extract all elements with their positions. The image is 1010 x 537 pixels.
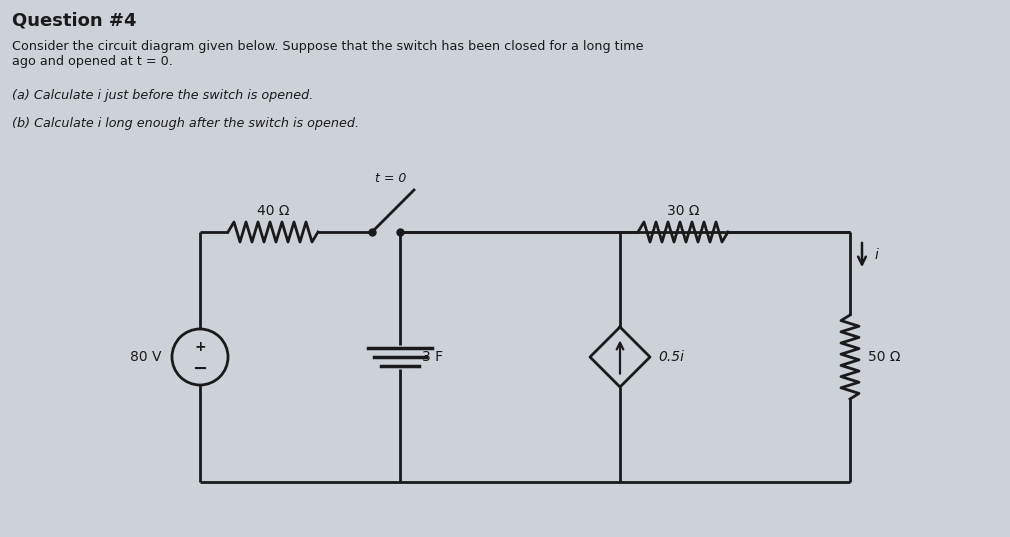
Text: (a) Calculate i just before the switch is opened.: (a) Calculate i just before the switch i… (12, 89, 313, 102)
Text: 50 Ω: 50 Ω (868, 350, 901, 364)
Text: +: + (194, 340, 206, 354)
Text: Consider the circuit diagram given below. Suppose that the switch has been close: Consider the circuit diagram given below… (12, 40, 643, 68)
Text: 30 Ω: 30 Ω (667, 204, 699, 218)
Text: t = 0: t = 0 (376, 172, 407, 185)
Text: 80 V: 80 V (130, 350, 162, 364)
Text: 40 Ω: 40 Ω (257, 204, 289, 218)
Text: 0.5i: 0.5i (658, 350, 684, 364)
Text: −: − (193, 360, 208, 378)
Text: (b) Calculate i long enough after the switch is opened.: (b) Calculate i long enough after the sw… (12, 117, 359, 130)
Text: 3 F: 3 F (422, 350, 443, 364)
Text: Question #4: Question #4 (12, 12, 136, 30)
Text: i: i (875, 248, 879, 262)
